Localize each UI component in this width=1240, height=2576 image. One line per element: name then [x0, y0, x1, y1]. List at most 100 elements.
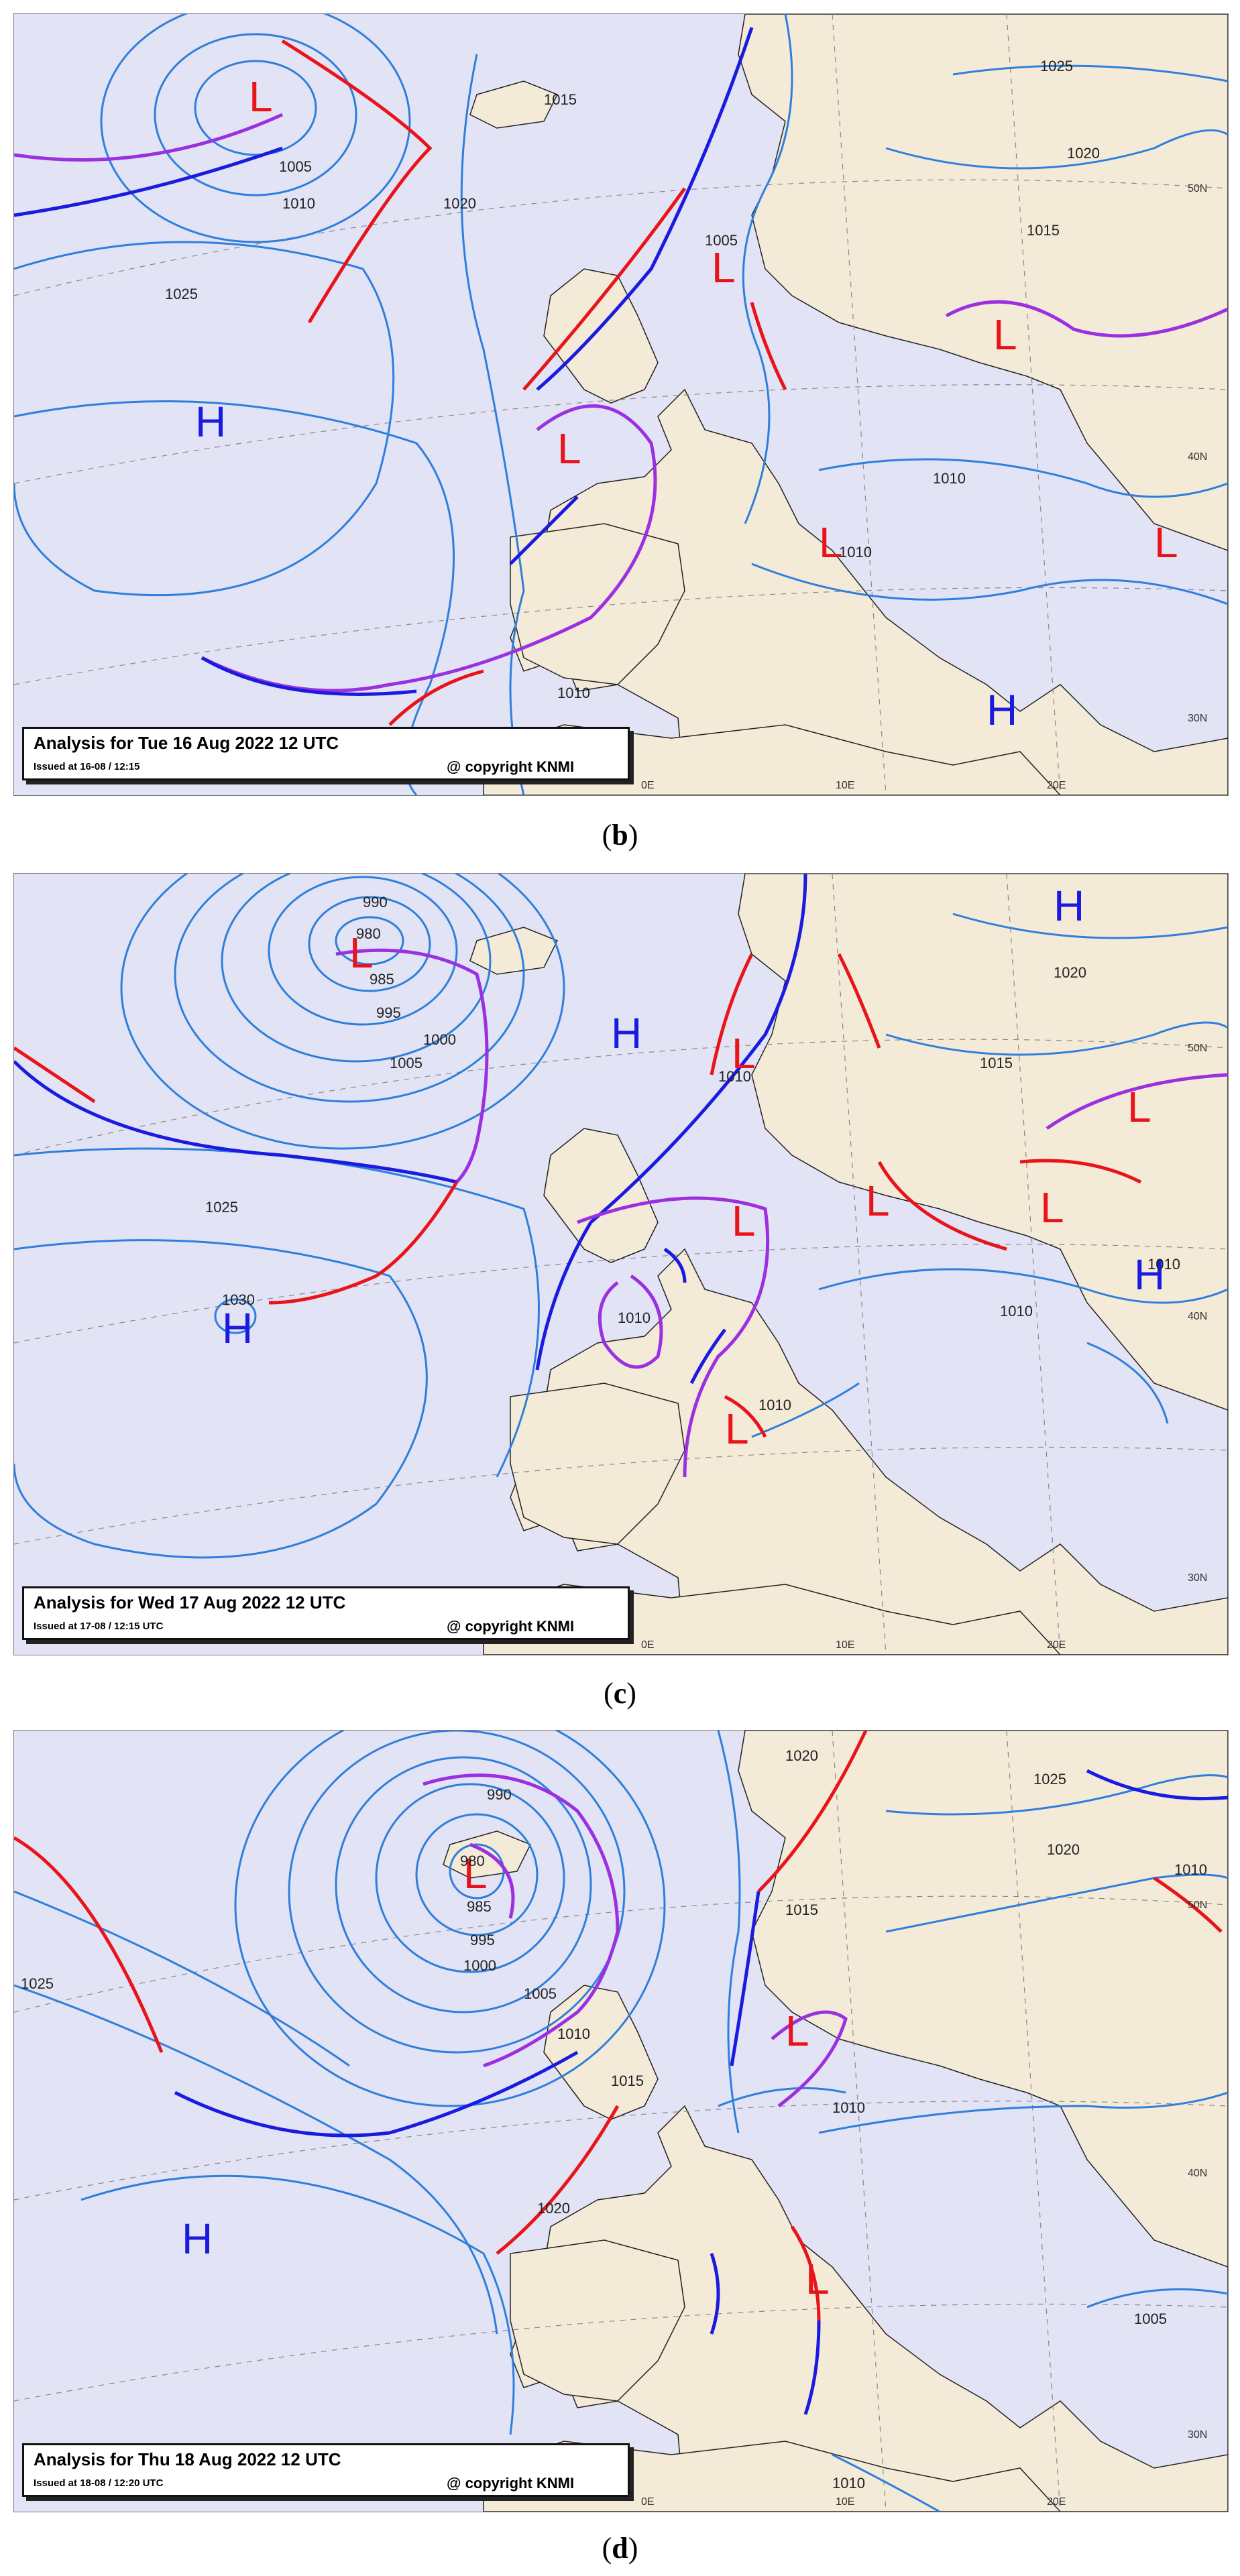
isobar-label: 1020 [1047, 1841, 1080, 1858]
low-center: L [1154, 518, 1178, 567]
low-center: L [557, 424, 581, 473]
land-uk [543, 1985, 659, 2120]
cold-front-3 [710, 2253, 720, 2335]
grid-label: 10E [836, 2496, 854, 2508]
low-center: L [993, 310, 1017, 359]
isobar-label: 1010 [718, 1068, 751, 1085]
isobar-label: 1010 [282, 195, 315, 212]
weather-map-c: L L L L L L L H H H H 990 980 985 995 10… [14, 874, 1228, 1655]
grid-label: 40N [1188, 451, 1207, 463]
land-uk [543, 1128, 659, 1263]
occluded-front-2 [469, 1842, 515, 1919]
isobar-label: 1010 [557, 685, 590, 701]
low-center: L [819, 518, 843, 567]
cold-front-5 [1086, 1769, 1228, 1801]
land-iceland [469, 927, 559, 975]
grid-label: 20E [1047, 2496, 1066, 2508]
cold-front-1 [14, 146, 283, 217]
isobar-label: 995 [470, 1932, 495, 1948]
cold-front-1 [174, 2050, 579, 2138]
isobar-label: 1015 [785, 1901, 818, 1918]
land-iceland [469, 80, 559, 129]
land-europe [510, 1731, 1228, 2512]
isobar-label: 1010 [1147, 1256, 1180, 1273]
fronts [14, 27, 1228, 726]
land-iberia [510, 2239, 685, 2402]
grid-label: 50N [1188, 183, 1207, 194]
grid-label: 0E [641, 1639, 655, 1651]
isobar-label: 1015 [980, 1055, 1013, 1071]
cold-front-4 [689, 1328, 727, 1385]
low-center: L [1127, 1083, 1151, 1131]
isobar-label: 1020 [443, 195, 476, 212]
warm-front-3 [388, 669, 484, 726]
isobar-label: 1025 [205, 1199, 238, 1216]
occluded-front-1 [422, 1773, 620, 2068]
weather-map-panel-b: L L L L L L H H 1005 1015 1025 1020 1015… [13, 13, 1229, 796]
occluded-front-3 [945, 300, 1228, 338]
warm-front-2 [496, 2105, 620, 2255]
land-uk [543, 268, 659, 404]
isobar-label: 1030 [222, 1291, 255, 1308]
cold-front-4 [803, 2320, 821, 2415]
analysis-info-box: Analysis for Tue 16 Aug 2022 12 UTC Issu… [22, 727, 630, 780]
isobar-label: 1015 [1027, 222, 1060, 239]
warm-front-1 [14, 1046, 96, 1104]
copyright-label: @ copyright KNMI [447, 1618, 575, 1635]
isobar-label: 1000 [463, 1957, 496, 1974]
analysis-title: Analysis for Tue 16 Aug 2022 12 UTC [34, 733, 339, 753]
graticule [14, 14, 1228, 795]
isobar-label: 1020 [537, 2200, 570, 2217]
isobars [14, 1731, 1228, 2512]
grid-label: 50N [1188, 1043, 1207, 1054]
low-center: L [732, 1029, 756, 1077]
weather-map-b: L L L L L L H H 1005 1015 1025 1020 1015… [14, 14, 1228, 795]
isobar-label: 1005 [705, 232, 738, 249]
analysis-info-box: Analysis for Wed 17 Aug 2022 12 UTC Issu… [22, 1586, 630, 1640]
figure-caption-d: (d) [602, 2532, 638, 2565]
weather-map-d: L L L H 990 980 985 995 1000 1005 1010 1… [14, 1731, 1228, 2512]
isobar-label: 1025 [1033, 1771, 1066, 1788]
high-center: H [195, 398, 226, 446]
isobar-label: 980 [356, 925, 381, 942]
high-center: H [1054, 882, 1084, 930]
issued-time: Issued at 18-08 / 12:20 UTC [34, 2477, 164, 2489]
grid-label: 0E [641, 2496, 655, 2508]
land-iberia [510, 1383, 685, 1545]
warm-front-4 [790, 2225, 821, 2321]
grid-label: 40N [1188, 1311, 1207, 1322]
isobar-label: 1010 [758, 1397, 791, 1413]
grid-label: 10E [836, 1639, 854, 1651]
grid-label: 20E [1047, 780, 1066, 791]
land-europe [510, 14, 1228, 795]
analysis-info-box: Analysis for Thu 18 Aug 2022 12 UTC Issu… [22, 2443, 630, 2497]
low-center: L [866, 1177, 890, 1225]
low-center: L [725, 1405, 749, 1453]
occluded-front-4 [1046, 1073, 1228, 1130]
isobar-label: 985 [370, 971, 394, 988]
warm-front-7 [1019, 1159, 1142, 1184]
figure-caption-c: (c) [604, 1677, 636, 1710]
cold-front-2 [535, 874, 807, 1370]
low-center: L [732, 1197, 756, 1245]
occluded-front-3 [771, 2010, 848, 2107]
isobar-label: 1020 [1054, 964, 1086, 981]
warm-front-3 [710, 953, 754, 1075]
cold-front-1 [14, 1060, 457, 1184]
fronts [14, 1731, 1228, 2415]
issued-time: Issued at 17-08 / 12:15 UTC [34, 1621, 164, 1632]
low-center: L [785, 2007, 809, 2055]
analysis-title: Analysis for Wed 17 Aug 2022 12 UTC [34, 1592, 346, 1613]
isobar-label: 985 [467, 1898, 492, 1915]
warm-front-1 [281, 39, 433, 324]
graticule [14, 1731, 1228, 2512]
grid-label: 10E [836, 780, 854, 791]
low-center: L [1040, 1183, 1064, 1232]
isobars [14, 874, 1228, 1559]
warm-front-2 [268, 1181, 459, 1305]
high-center: H [222, 1304, 253, 1352]
isobar-label: 1010 [839, 544, 872, 561]
graticule [14, 874, 1228, 1655]
analysis-title: Analysis for Thu 18 Aug 2022 12 UTC [34, 2449, 341, 2469]
isobar-label: 1005 [524, 1985, 557, 2002]
